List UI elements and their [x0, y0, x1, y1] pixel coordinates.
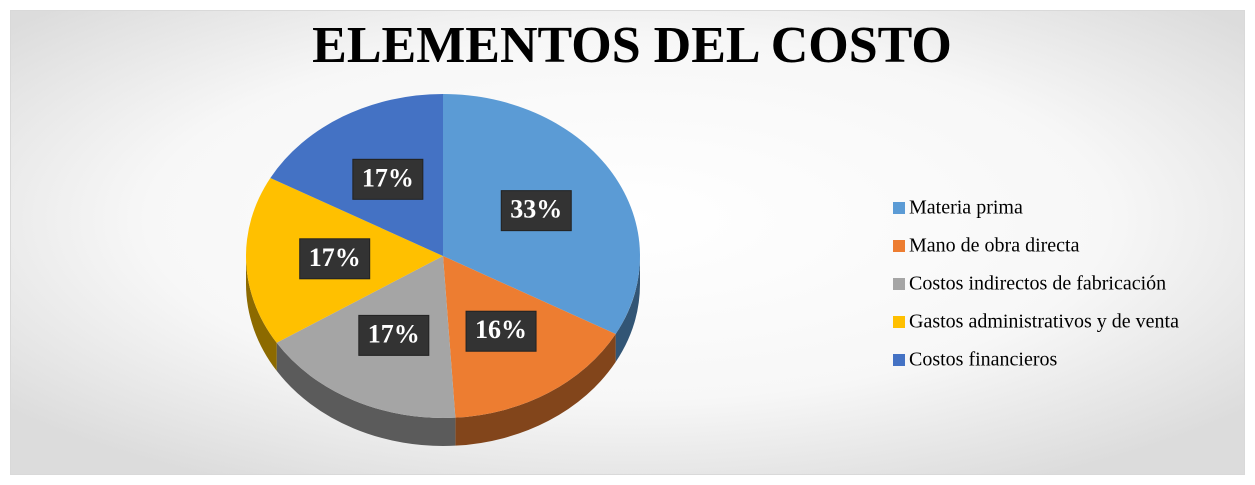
data-label-box [500, 190, 572, 232]
data-label: 33% [510, 195, 562, 224]
legend-label: Mano de obra directa [909, 235, 1080, 257]
data-label: 17% [368, 319, 420, 348]
data-label-box [299, 238, 371, 280]
data-label-box [352, 158, 424, 200]
pie-slice-side [455, 334, 616, 446]
legend-swatch [893, 354, 905, 366]
pie-slice-side [246, 256, 277, 371]
chart-title: ELEMENTOS DEL COSTO [312, 17, 952, 74]
legend-label: Costos indirectos de fabricación [909, 273, 1166, 295]
data-label: 17% [309, 243, 361, 272]
pie-slice-side [276, 342, 456, 446]
legend-swatch [893, 202, 905, 214]
legend-label: Costos financieros [909, 349, 1058, 371]
data-label-box [465, 310, 537, 352]
data-label-box [358, 314, 430, 356]
legend-label: Materia prima [909, 197, 1023, 219]
pie-slice-side [615, 256, 640, 363]
legend-swatch [893, 316, 905, 328]
legend-label: Gastos administrativos y de venta [909, 311, 1179, 333]
data-label: 16% [475, 315, 527, 344]
legend-swatch [893, 278, 905, 290]
data-label: 17% [362, 163, 414, 192]
legend-swatch [893, 240, 905, 252]
